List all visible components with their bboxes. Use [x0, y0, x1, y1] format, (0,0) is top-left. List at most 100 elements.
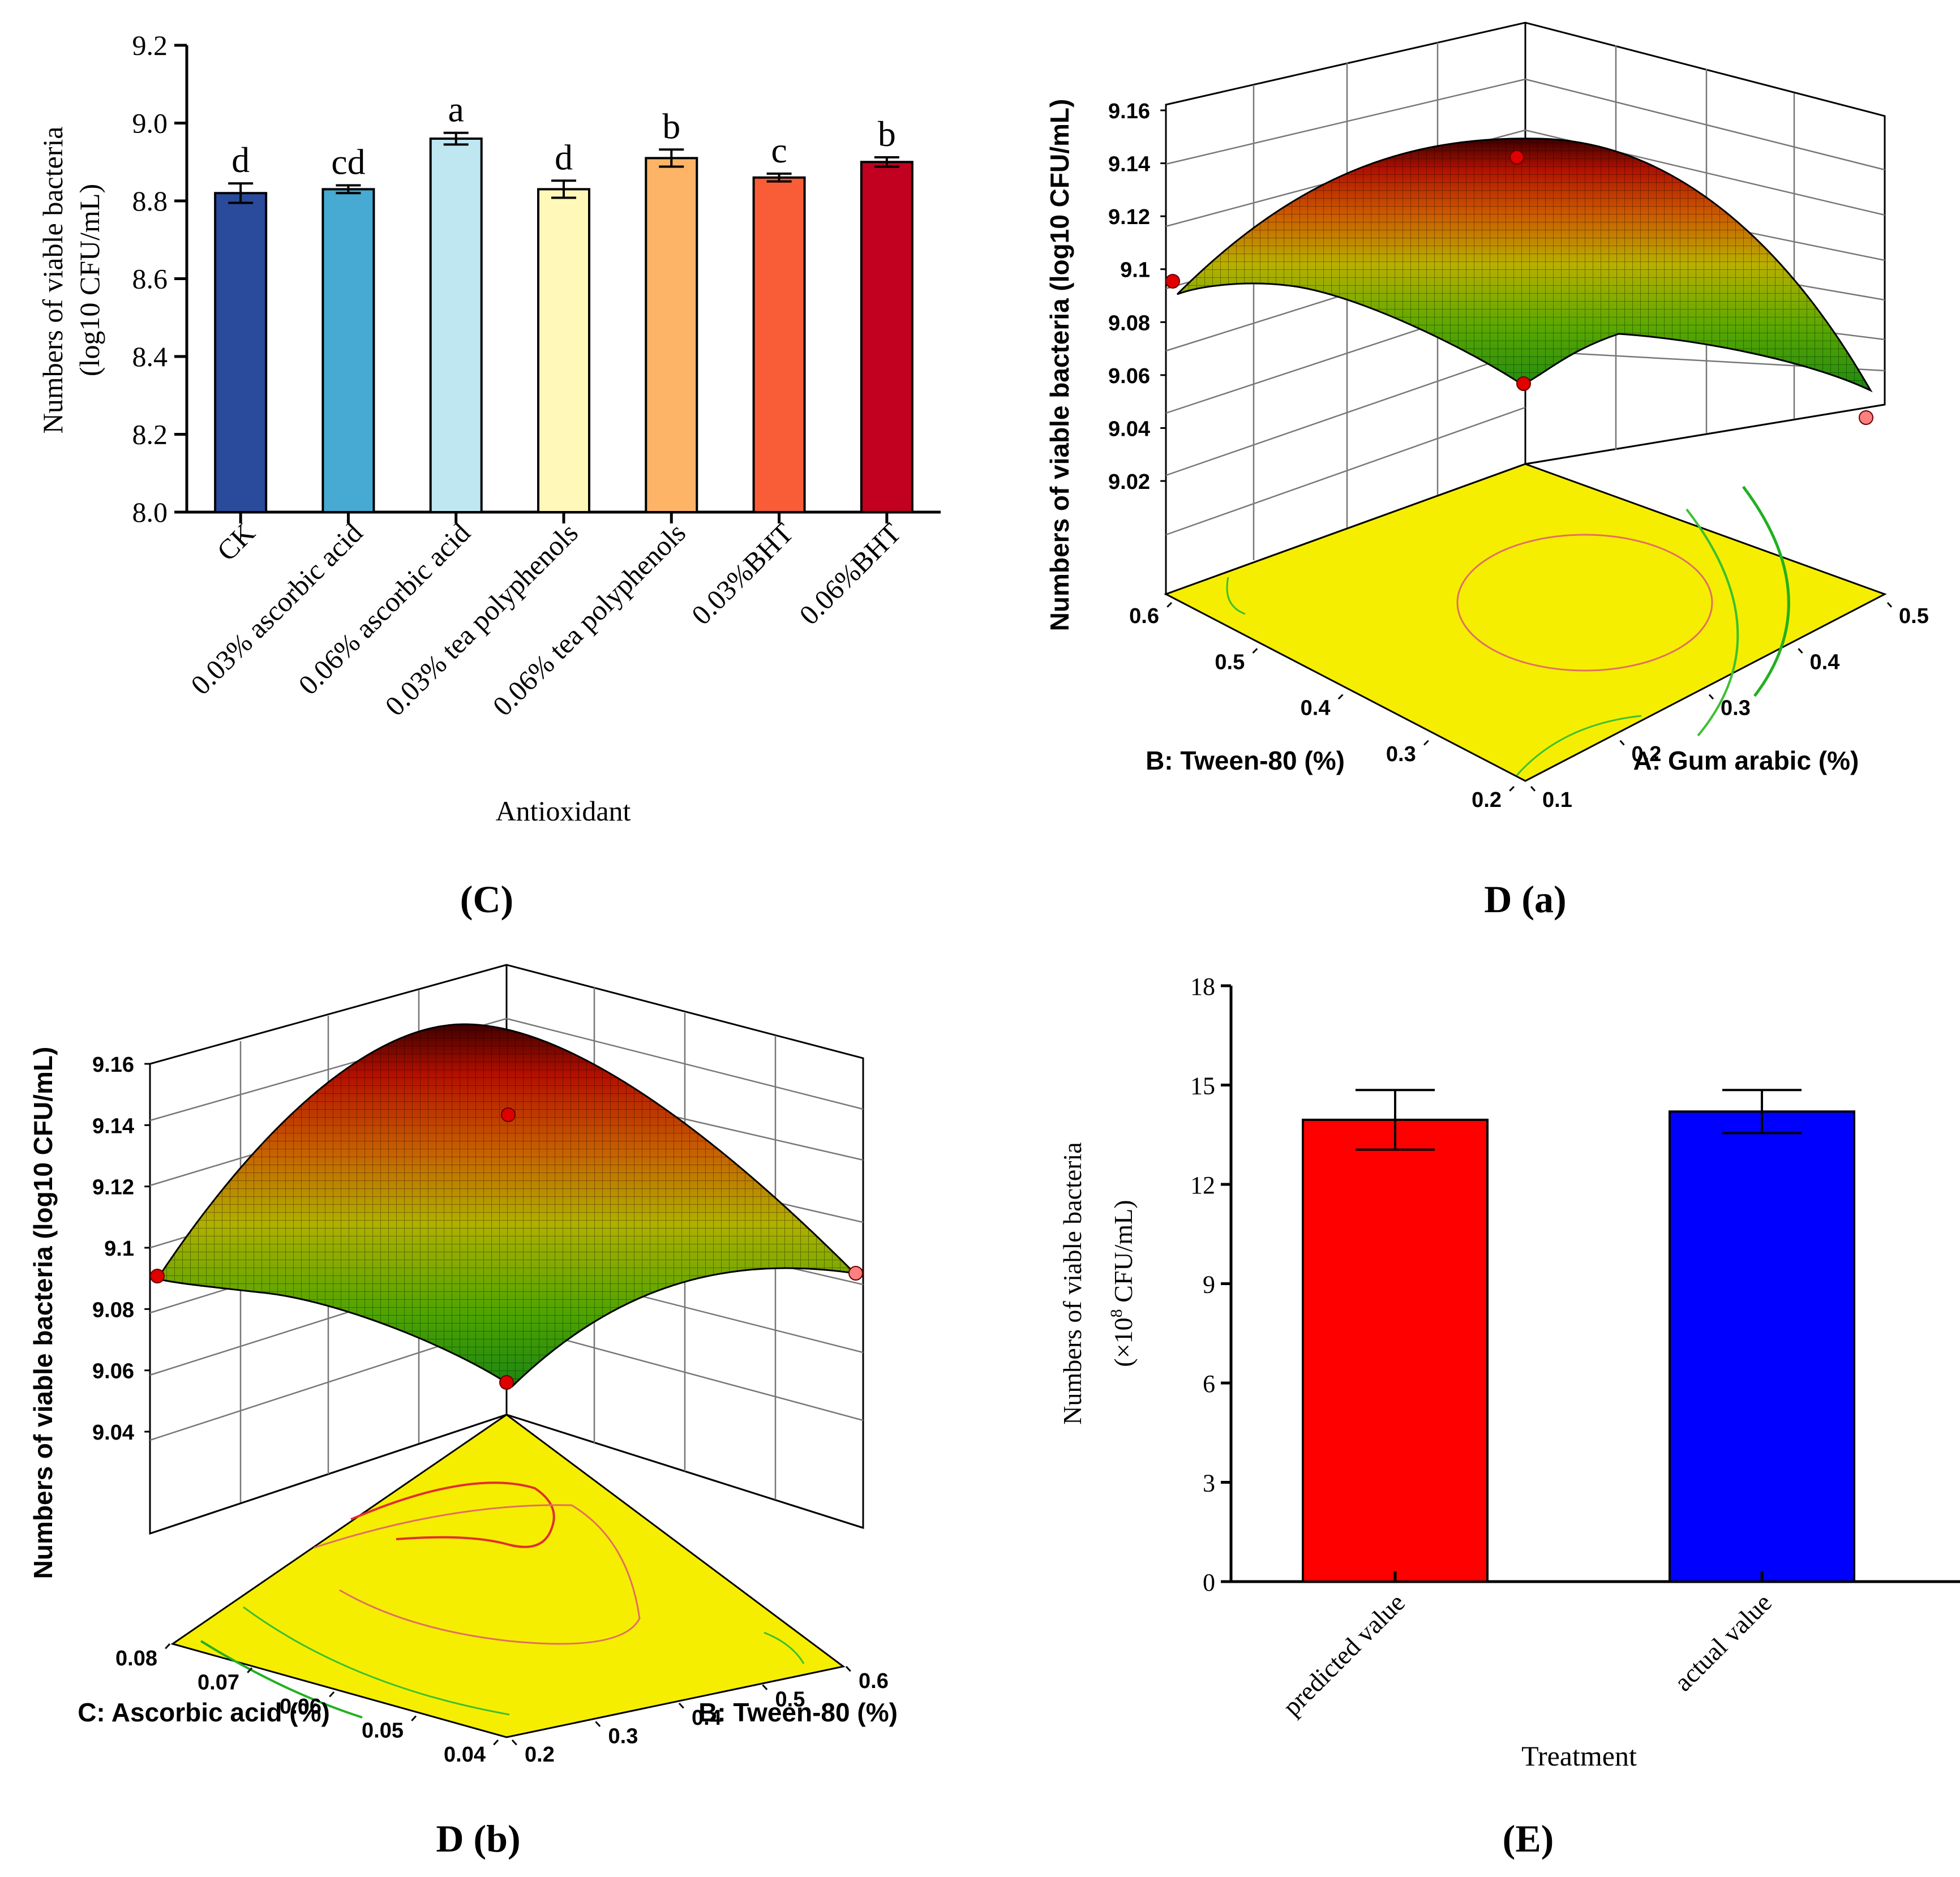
panel-e-x-tick-label: actual value	[1669, 1588, 1777, 1696]
panel-d-b-y-tick-label-tick	[165, 1643, 171, 1650]
panel-c-caption: (C)	[460, 878, 513, 921]
panel-d-b-y-tick-label: 0.06	[280, 1695, 321, 1719]
panel-d-b-contour-floor	[170, 1414, 846, 1738]
panel-d-b-y-axis-title: C: Ascorbic acid (%)	[78, 1698, 330, 1727]
panel-c-x-tick-label: 0.06% tea polyphenols	[486, 517, 692, 722]
panel-e-y-ticks: 0 3 6 9 12 15 18	[1190, 973, 1231, 1596]
panel-e-y-unit-exponent: 8	[1107, 1309, 1126, 1317]
panel-c-x-tick-label: 0.03% tea polyphenols	[379, 517, 584, 722]
panel-d-a-y-axis-title: B: Tween-80 (%)	[1146, 746, 1345, 775]
panel-d-a-y-tick-label-tick	[1166, 602, 1173, 608]
panel-e-y-tick-label: 15	[1190, 1072, 1215, 1100]
panel-c-significance-letter: d	[555, 137, 573, 177]
panel-c-significance-letter: a	[448, 89, 464, 130]
panel-e-x-tick-labels: predicted value actual value	[1277, 1571, 1777, 1721]
panel-d-a-z-tick-label: 9.16	[1108, 100, 1150, 123]
panel-c-y-axis-title-line1: Numbers of viable bacteria	[37, 127, 68, 434]
panel-d-b-x-tick-label: 0.2	[525, 1743, 555, 1767]
panel-c-bar	[429, 138, 483, 513]
panel-d-b-y-tick-label: 0.05	[362, 1719, 404, 1743]
panel-c-bar-chart: 8.0 8.2 8.4 8.6 8.8 9.0 9.2 d cd a d b c b CK0.03% a…	[37, 29, 941, 827]
panel-d-a-z-tick-label: 9.06	[1108, 364, 1150, 388]
panel-d-b-z-axis-title: Numbers of viable bacteria (log10 CFU/mL…	[28, 1047, 58, 1579]
panel-c-bar	[214, 192, 268, 513]
panel-c-y-tick-label: 8.4	[132, 341, 168, 372]
panel-d-a-y-tick-label-tick	[1423, 740, 1429, 746]
panel-c-y-ticks: 8.0 8.2 8.4 8.6 8.8 9.0 9.2	[132, 29, 187, 528]
panel-c-bar	[321, 188, 375, 513]
panel-e-y-axis-title: Numbers of viable bacteria	[1058, 1142, 1087, 1424]
panel-d-a-y-tick-label: 0.2	[1472, 788, 1502, 812]
panel-d-a-y-tick-label-tick	[1337, 694, 1344, 700]
panel-d-a-x-axis-title: A: Gum arabic (%)	[1633, 746, 1859, 775]
panel-c-significance-letter: cd	[331, 142, 365, 182]
panel-d-b-y-tick-labels: 0.04 0.05 0.06 0.07 0.08	[115, 1643, 499, 1767]
panel-d-b-x-tick-label-tick	[595, 1721, 601, 1727]
panel-d-b-design-points	[150, 1107, 863, 1390]
panel-c-x-tick-label: CK	[211, 517, 261, 567]
panel-d-b-y-tick-label-tick	[247, 1667, 253, 1673]
panel-d-a-z-tick-label: 9.04	[1108, 417, 1150, 441]
panel-e-y-tick-label: 18	[1190, 973, 1215, 1000]
panel-d-a-z-tick-label: 9.12	[1108, 205, 1150, 229]
panel-d-a-y-tick-label: 0.4	[1301, 697, 1331, 720]
panel-c-bar	[645, 157, 698, 513]
panel-d-b-z-tick-label: 9.06	[92, 1360, 134, 1384]
panel-d-a-x-tick-label-tick	[1708, 694, 1714, 700]
panel-d-a-design-points	[1165, 150, 1873, 425]
panel-d-b-y-tick-label: 0.07	[198, 1671, 239, 1695]
panel-e-y-tick-label: 0	[1203, 1569, 1215, 1596]
panel-d-a-contour-lines	[1226, 486, 1790, 776]
panel-d-b-x-tick-label: 0.5	[775, 1688, 805, 1712]
panel-c-x-axis-title: Antioxidant	[496, 795, 631, 827]
panel-c-x-tick-label: 0.03%BHT	[685, 517, 800, 631]
panel-c-y-axis-title-line2: (log10 CFU/mL)	[74, 184, 105, 376]
panel-d-a-x-tick-labels: 0.1 0.2 0.3 0.4 0.5	[1530, 602, 1929, 812]
panel-d-b-z-tick-label: 9.1	[104, 1237, 134, 1261]
panel-c-significance-letter: b	[878, 114, 896, 154]
panel-c-x-tick-label: 0.06%BHT	[793, 517, 907, 631]
panel-e-x-axis-title: Treatment	[1521, 1740, 1637, 1772]
panel-d-a-z-tick-label: 9.14	[1108, 153, 1150, 177]
panel-d-a-x-tick-label-tick	[1619, 740, 1625, 746]
panel-d-a-z-tick-labels: 9.02 9.04 9.06 9.08 9.1 9.12 9.14 9.16	[1108, 100, 1166, 494]
panel-d-a-contour-floor	[1164, 463, 1887, 782]
panel-e-y-axis-unit: (×108 CFU/mL)	[1107, 1200, 1138, 1367]
panel-d-b-x-tick-label-tick	[511, 1739, 517, 1746]
panel-d-a-caption-text: D (a)	[1484, 878, 1566, 921]
panel-d-b-x-tick-label-tick	[845, 1665, 851, 1672]
panel-d-b-contour-lines	[200, 1481, 805, 1719]
panel-c-y-tick-label: 9.0	[132, 108, 168, 139]
panel-d-b-z-tick-labels: 9.04 9.06 9.08 9.1 9.12 9.14 9.16	[92, 1053, 150, 1445]
panel-d-b-y-tick-label: 0.04	[444, 1743, 486, 1767]
panel-d-a-y-tick-label-tick	[1252, 648, 1258, 654]
panel-d-b-x-tick-labels: 0.2 0.3 0.4 0.5 0.6	[511, 1665, 889, 1767]
panel-e-y-tick-label: 9	[1203, 1271, 1215, 1299]
panel-e-bar	[1302, 1118, 1489, 1583]
panel-d-b-z-tick-label: 9.12	[92, 1176, 134, 1200]
panel-e-y-tick-label: 12	[1190, 1171, 1215, 1199]
panel-e-y-tick-label: 3	[1203, 1470, 1215, 1497]
panel-d-a-x-tick-label: 0.3	[1721, 697, 1751, 720]
panel-c-y-tick-label: 8.6	[132, 263, 168, 295]
panel-d-a-caption: D (a)	[1484, 878, 1566, 921]
panel-d-a-y-tick-label-tick	[1509, 785, 1515, 792]
panel-c-y-tick-label: 8.8	[132, 185, 168, 217]
panel-c-y-tick-label: 8.2	[132, 419, 168, 450]
panel-d-b-z-tick-label: 9.14	[92, 1114, 134, 1138]
panel-d-a-y-tick-label: 0.6	[1129, 604, 1159, 628]
panel-c-bar	[752, 176, 806, 513]
panel-d-b-x-tick-label: 0.4	[692, 1706, 722, 1730]
panel-c-y-tick-label: 9.2	[132, 29, 168, 61]
panel-d-b-z-tick-label: 9.16	[92, 1053, 134, 1077]
panel-c-significance-letter: b	[662, 106, 680, 146]
panel-c-bar	[860, 161, 913, 513]
panel-d-b-y-tick-label: 0.08	[115, 1647, 157, 1670]
panel-e-y-unit-part2: CFU/mL)	[1109, 1200, 1138, 1309]
panel-e-bars	[1302, 1089, 1855, 1583]
panel-d-a-x-tick-label-tick	[1886, 602, 1893, 608]
panel-d-b-y-tick-label-tick	[329, 1691, 335, 1698]
panel-d-b-surface-plot: 9.04 9.06 9.08 9.1 9.12 9.14 9.16 0.2 0.3 0.4 0.5…	[28, 964, 898, 1767]
